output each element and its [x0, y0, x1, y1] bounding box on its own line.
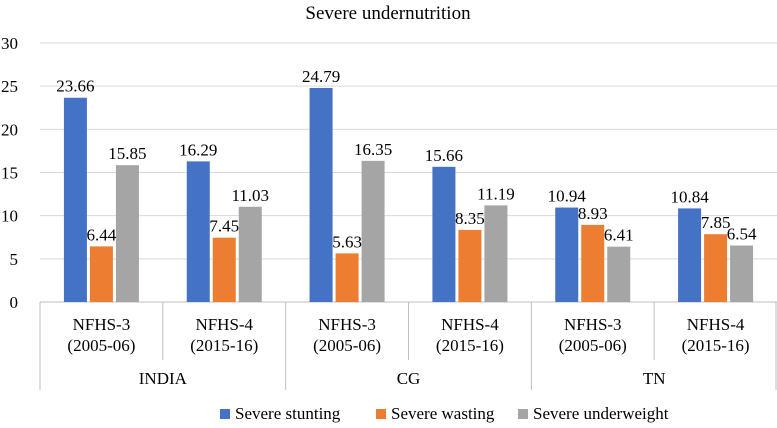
- bar-severe-underweight: [115, 165, 139, 302]
- x-category-sublabel: (2015-16): [190, 336, 258, 355]
- data-label: 7.45: [209, 217, 239, 236]
- x-category-label: NFHS-4: [195, 315, 253, 334]
- legend-label: Severe stunting: [235, 404, 341, 423]
- x-category-sublabel: (2005-06): [67, 336, 135, 355]
- bar-severe-stunting: [678, 208, 702, 302]
- data-label: 8.35: [455, 209, 485, 228]
- x-category-sublabel: (2015-16): [682, 336, 750, 355]
- bar-severe-stunting: [309, 87, 333, 302]
- x-group-label: CG: [397, 369, 421, 388]
- bar-severe-underweight: [238, 206, 262, 302]
- x-category-label: NFHS-4: [441, 315, 499, 334]
- chart-title: Severe undernutrition: [305, 3, 471, 24]
- legend-swatch: [518, 409, 528, 419]
- bar-severe-wasting: [458, 229, 482, 302]
- y-tick-label: 10: [1, 207, 18, 226]
- legend-swatch: [220, 409, 230, 419]
- data-labels-layer: 23.66 6.44 15.85 16.29 7.45 11.03 24.79 5.63 16.…: [56, 67, 757, 251]
- bar-severe-wasting: [704, 234, 728, 302]
- y-tick-label: 0: [10, 293, 19, 312]
- data-label: 10.84: [670, 187, 709, 206]
- legend: Severe stunting Severe wasting Severe unde…: [220, 404, 669, 423]
- x-category-label: NFHS-3: [318, 315, 376, 334]
- x-group-label: TN: [643, 369, 666, 388]
- bar-severe-wasting: [335, 253, 359, 302]
- y-tick-label: 25: [1, 77, 18, 96]
- data-label: 15.66: [425, 146, 463, 165]
- bar-severe-underweight: [361, 160, 385, 302]
- y-tick-label: 15: [1, 164, 18, 183]
- bar-severe-wasting: [581, 224, 605, 302]
- data-label: 5.63: [332, 232, 362, 251]
- data-label: 10.94: [548, 187, 587, 206]
- legend-swatch: [376, 409, 386, 419]
- data-label: 7.85: [701, 213, 731, 232]
- data-label: 23.66: [56, 77, 94, 96]
- x-group-label: INDIA: [139, 369, 188, 388]
- data-label: 16.35: [354, 140, 392, 159]
- bar-severe-wasting: [89, 246, 113, 302]
- bars-layer: [63, 87, 754, 302]
- bar-severe-stunting: [555, 207, 579, 302]
- data-label: 8.93: [578, 204, 608, 223]
- x-category-label: NFHS-3: [564, 315, 622, 334]
- x-category-label: NFHS-3: [73, 315, 131, 334]
- data-label: 11.03: [231, 186, 269, 205]
- legend-label: Severe underweight: [533, 404, 669, 423]
- x-axis: NFHS-3 (2005-06) NFHS-4 (2015-16) NFHS-3 (200…: [39, 302, 777, 390]
- data-label: 16.29: [179, 140, 217, 159]
- data-label: 6.44: [87, 225, 117, 244]
- data-label: 11.19: [477, 184, 515, 203]
- bar-severe-stunting: [63, 97, 87, 302]
- y-tick-label: 5: [10, 250, 19, 269]
- data-label: 6.54: [727, 225, 757, 244]
- data-label: 24.79: [302, 67, 340, 86]
- bar-severe-underweight: [607, 246, 631, 302]
- x-category-sublabel: (2005-06): [313, 336, 381, 355]
- bar-severe-stunting: [432, 166, 456, 302]
- bar-severe-stunting: [186, 161, 210, 302]
- legend-label: Severe wasting: [391, 404, 495, 423]
- bar-severe-wasting: [212, 237, 236, 302]
- bar-severe-underweight: [484, 205, 508, 302]
- x-category-sublabel: (2005-06): [559, 336, 627, 355]
- x-category-sublabel: (2015-16): [436, 336, 504, 355]
- y-tick-label: 20: [1, 120, 18, 139]
- data-label: 15.85: [108, 144, 146, 163]
- y-tick-label: 30: [1, 34, 18, 53]
- data-label: 6.41: [604, 226, 634, 245]
- bar-severe-underweight: [730, 245, 754, 302]
- x-category-label: NFHS-4: [687, 315, 745, 334]
- grid-layer: 0 5 10 15 20 25 30: [1, 34, 777, 312]
